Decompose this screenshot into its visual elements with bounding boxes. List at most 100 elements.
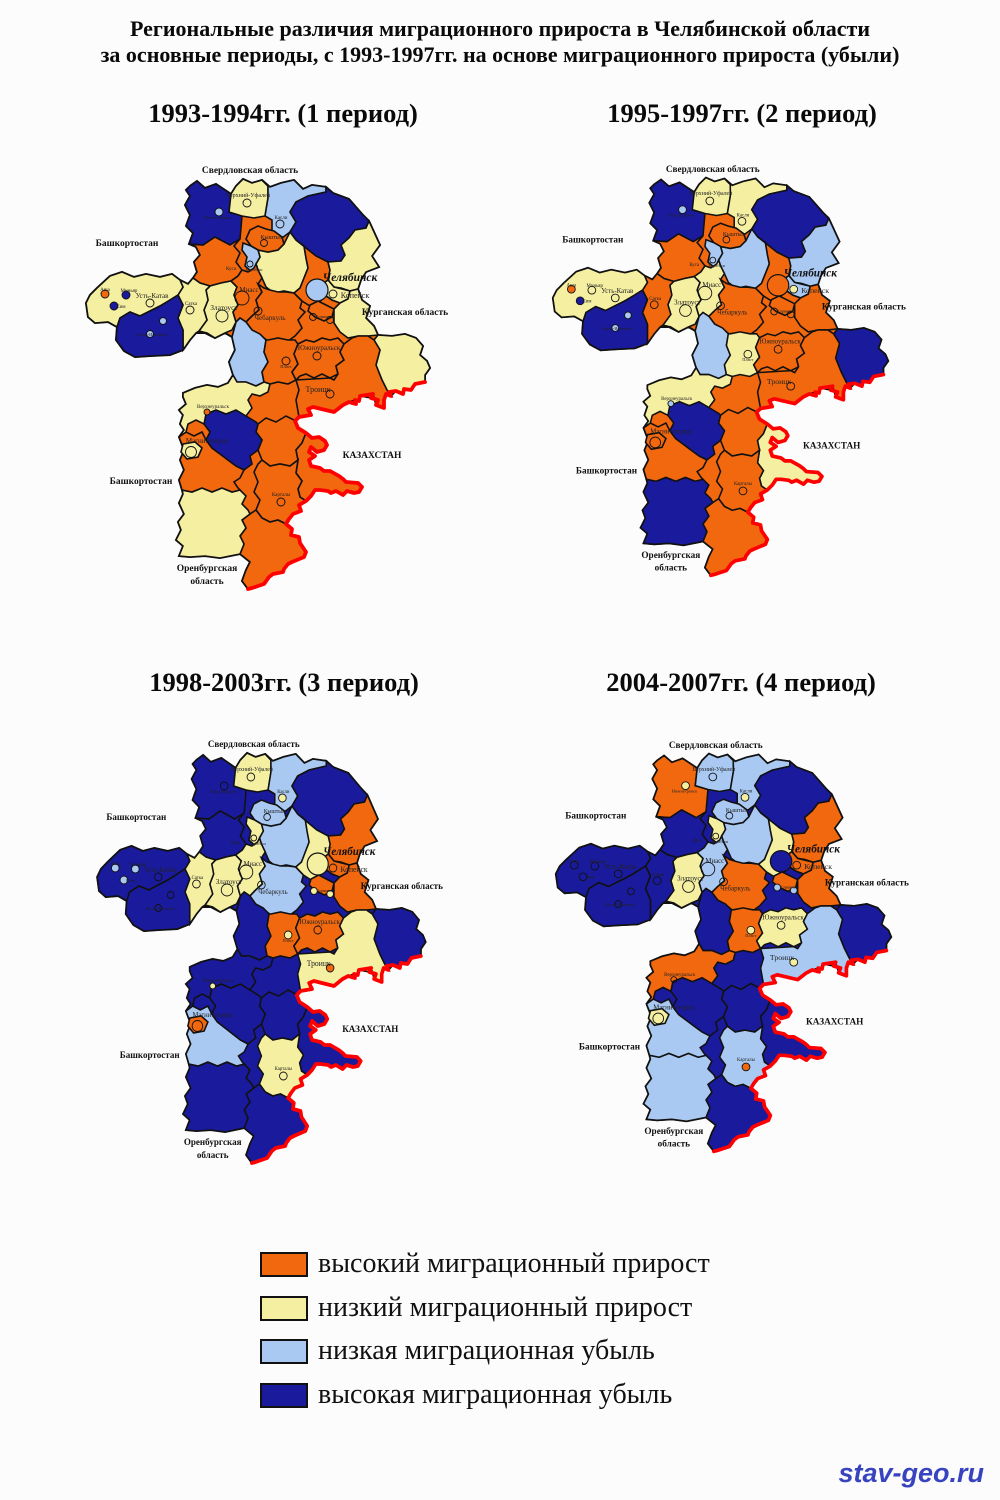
svg-text:Куса: Куса <box>226 267 237 272</box>
svg-text:Касли: Касли <box>737 213 750 218</box>
svg-text:Кыштым: Кыштым <box>260 235 283 241</box>
svg-text:Верхнеуральск: Верхнеуральск <box>664 973 696 978</box>
svg-text:Усть-Катав: Усть-Катав <box>604 864 636 871</box>
svg-text:Челябинск: Челябинск <box>784 268 838 280</box>
svg-text:КАЗАХСТАН: КАЗАХСТАН <box>343 451 402 461</box>
svg-text:Пласт: Пласт <box>283 938 294 943</box>
svg-text:Катав-Ивановск: Катав-Ивановск <box>605 902 636 907</box>
svg-text:Челябинск: Челябинск <box>323 846 375 858</box>
svg-text:Троицк: Троицк <box>770 953 795 962</box>
svg-text:Башкортостан: Башкортостан <box>576 466 638 476</box>
svg-text:Усть-Катав: Усть-Катав <box>601 288 633 295</box>
svg-text:Миньяр: Миньяр <box>130 863 147 868</box>
svg-text:Коркино: Коркино <box>777 308 794 313</box>
svg-text:Южноуральск: Южноуральск <box>759 339 801 346</box>
svg-text:Карабаш: Карабаш <box>708 263 725 268</box>
svg-text:Троицк: Троицк <box>307 959 331 968</box>
svg-text:Златоуст: Златоуст <box>210 303 238 312</box>
svg-text:Нязепетровск: Нязепетровск <box>669 212 695 217</box>
svg-text:Златоуст: Златоуст <box>677 875 705 883</box>
svg-text:Магнитогорск: Магнитогорск <box>186 437 229 445</box>
svg-text:Аша: Аша <box>111 862 121 867</box>
svg-text:Куса: Куса <box>689 263 700 268</box>
svg-text:область: область <box>190 576 223 587</box>
svg-text:Копейск: Копейск <box>804 862 832 871</box>
svg-text:Миасс: Миасс <box>705 858 724 865</box>
svg-text:Катав-Ивановск: Катав-Ивановск <box>146 906 176 911</box>
svg-text:Сим: Сим <box>126 879 135 884</box>
svg-text:Южноуральск: Южноуральск <box>762 915 804 922</box>
svg-text:Карталы: Карталы <box>734 482 753 487</box>
svg-text:область: область <box>658 1139 690 1149</box>
svg-text:Миасс: Миасс <box>244 861 262 868</box>
svg-text:Кыштым: Кыштым <box>726 808 749 814</box>
svg-text:Чебаркуль: Чебаркуль <box>717 309 747 316</box>
svg-text:Сатка: Сатка <box>185 302 198 307</box>
svg-text:Башкортостан: Башкортостан <box>106 813 166 823</box>
svg-text:Южноуральск: Южноуральск <box>298 344 341 352</box>
svg-text:Чебаркуль: Чебаркуль <box>720 885 750 892</box>
svg-text:Верхнеуральск: Верхнеуральск <box>203 979 234 984</box>
svg-text:Миасс: Миасс <box>239 286 258 294</box>
svg-text:Аша: Аша <box>570 859 580 864</box>
svg-text:Коркино: Коркино <box>316 314 333 319</box>
svg-text:Копейск: Копейск <box>801 286 829 295</box>
svg-text:Башкортостан: Башкортостан <box>579 1042 641 1052</box>
svg-text:Верхний-Уфалей: Верхний-Уфалей <box>692 766 735 773</box>
svg-text:Башкортостан: Башкортостан <box>565 811 627 821</box>
svg-text:Коркино: Коркино <box>317 888 333 893</box>
svg-text:Копейск: Копейск <box>340 865 367 874</box>
svg-text:Башкортостан: Башкортостан <box>120 1051 180 1061</box>
svg-text:Оренбургская: Оренбургская <box>644 1126 703 1136</box>
svg-text:Магнитогорск: Магнитогорск <box>653 1005 695 1012</box>
svg-text:Кыштым: Кыштым <box>264 809 286 815</box>
svg-text:Катав-Ивановск: Катав-Ивановск <box>602 326 633 331</box>
svg-text:Нязепетровск: Нязепетровск <box>211 789 237 794</box>
svg-text:Курганская область: Курганская область <box>822 302 906 312</box>
svg-text:Куса: Куса <box>231 841 241 846</box>
svg-text:Кыштым: Кыштым <box>723 232 746 238</box>
svg-text:Миньяр: Миньяр <box>587 284 604 289</box>
svg-text:Свердловская область: Свердловская область <box>208 740 300 750</box>
svg-text:Свердловская область: Свердловская область <box>202 165 298 176</box>
svg-text:Карталы: Карталы <box>275 1067 293 1072</box>
svg-text:Верхний-Уфалей: Верхний-Уфалей <box>231 766 273 773</box>
svg-text:Троицк: Троицк <box>305 385 330 394</box>
svg-text:Касли: Касли <box>275 216 288 221</box>
svg-text:Пласт: Пласт <box>742 357 753 362</box>
svg-text:Сим: Сим <box>586 876 595 881</box>
svg-text:Сатка: Сатка <box>192 876 204 881</box>
svg-text:Курганская область: Курганская область <box>362 307 448 318</box>
svg-text:Верхний-Уфалей: Верхний-Уфалей <box>689 190 732 197</box>
svg-text:Коркино: Коркино <box>780 884 797 889</box>
svg-text:Нязепетровск: Нязепетровск <box>672 788 698 793</box>
svg-text:Свердловская область: Свердловская область <box>666 164 760 174</box>
svg-text:Троицк: Троицк <box>767 377 792 386</box>
svg-text:Нязепетровск: Нязепетровск <box>205 215 232 220</box>
svg-text:Курганская область: Курганская область <box>361 882 443 892</box>
svg-text:область: область <box>197 1151 229 1161</box>
svg-text:Оренбургская: Оренбургская <box>184 1138 242 1148</box>
svg-text:Челябинск: Челябинск <box>787 844 841 856</box>
svg-text:КАЗАХСТАН: КАЗАХСТАН <box>342 1025 399 1035</box>
svg-text:Златоуст: Златоуст <box>674 299 702 307</box>
svg-text:КАЗАХСТАН: КАЗАХСТАН <box>806 1016 864 1026</box>
svg-text:область: область <box>655 563 687 573</box>
svg-text:Свердловская область: Свердловская область <box>669 740 763 750</box>
svg-text:Башкортостан: Башкортостан <box>96 239 159 249</box>
svg-text:Куса: Куса <box>692 839 703 844</box>
svg-text:Карабаш: Карабаш <box>711 839 728 844</box>
svg-text:Магнитогорск: Магнитогорск <box>650 429 692 436</box>
svg-text:Копейск: Копейск <box>341 291 370 300</box>
svg-text:Катав-Ивановск: Катав-Ивановск <box>137 332 169 337</box>
svg-text:Усть-Катав: Усть-Катав <box>136 292 170 300</box>
svg-text:Пласт: Пласт <box>745 933 756 938</box>
svg-text:Чебаркуль: Чебаркуль <box>258 889 288 896</box>
svg-text:Карабаш: Карабаш <box>250 841 267 846</box>
svg-text:Миньяр: Миньяр <box>590 860 607 865</box>
svg-text:Сатка: Сатка <box>652 873 665 878</box>
svg-text:Магнитогорск: Магнитогорск <box>193 1012 234 1019</box>
svg-text:Курганская область: Курганская область <box>825 878 909 888</box>
svg-text:Оренбургская: Оренбургская <box>177 563 238 574</box>
svg-text:Сим: Сим <box>116 305 126 310</box>
